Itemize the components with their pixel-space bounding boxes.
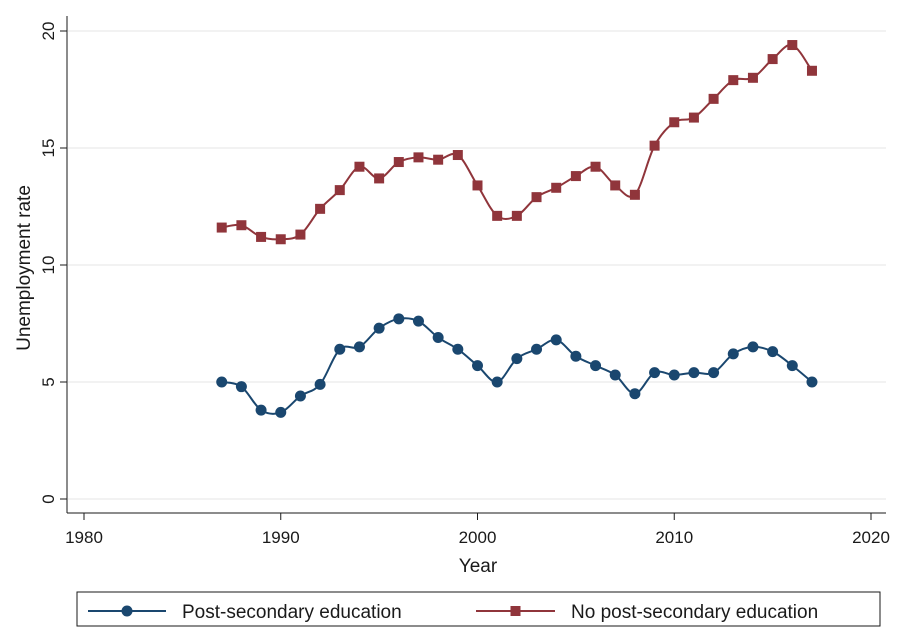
legend-swatch-marker-2 [510, 606, 521, 616]
x-axis-title: Year [459, 556, 498, 577]
series-1-point-1999 [452, 343, 464, 355]
series-2-point-2009 [649, 140, 660, 151]
series-2-point-2005 [570, 171, 581, 182]
series-1-point-2014 [747, 341, 759, 353]
y-tick-label-0: 0 [39, 494, 58, 503]
series-2-point-2004 [551, 182, 562, 193]
x-axis-ticks: 1980 1990 2000 2010 2020 [65, 513, 890, 547]
series-1-point-2007 [609, 369, 621, 381]
series-2-point-1991 [295, 229, 306, 240]
series-2-point-2012 [708, 93, 719, 104]
series-1-point-1993 [334, 343, 346, 355]
series-1-point-2011 [688, 367, 700, 379]
y-tick-label-10: 10 [39, 256, 58, 275]
legend-item-2: No post-secondary education [476, 602, 818, 623]
series-2-point-2014 [747, 72, 758, 83]
series-1-point-1990 [275, 406, 287, 418]
y-tick-label-15: 15 [39, 139, 58, 158]
series-1-point-1992 [314, 378, 326, 390]
series-2-point-1997 [413, 152, 424, 163]
series-2-point-1995 [374, 173, 385, 184]
series-2-point-2000 [472, 180, 483, 191]
series-2-point-2017 [806, 65, 817, 76]
series-2-point-2013 [728, 75, 739, 86]
series-1 [216, 313, 818, 418]
legend-swatch-marker-1 [121, 605, 133, 617]
series-2-point-2010 [669, 117, 680, 128]
series-1-point-2002 [511, 353, 523, 365]
series-2-point-2001 [492, 210, 503, 221]
series-2-point-1992 [315, 203, 326, 214]
x-tick-label-2000: 2000 [459, 528, 497, 547]
series-1-point-2015 [767, 346, 779, 358]
series-2-point-2006 [590, 161, 601, 172]
series-1-point-1991 [294, 390, 306, 402]
legend: Post-secondary education No post-secondar… [76, 591, 881, 627]
series-1-point-2006 [590, 360, 602, 372]
series-1-point-1987 [216, 376, 228, 388]
series-2-point-2003 [531, 192, 542, 203]
series-2-point-1998 [433, 154, 444, 165]
series-group [216, 40, 818, 418]
series-1-point-2010 [668, 369, 680, 381]
x-tick-label-2020: 2020 [852, 528, 890, 547]
series-1-point-1997 [412, 315, 424, 327]
legend-label-2: No post-secondary education [571, 602, 818, 623]
y-axis-title: Unemployment rate [14, 185, 35, 351]
series-2-point-1988 [236, 220, 247, 231]
series-1-point-1995 [373, 322, 385, 334]
series-2-point-2015 [767, 54, 778, 65]
series-2-point-1994 [354, 161, 365, 172]
series-1-point-2005 [570, 350, 582, 362]
series-2-point-1993 [334, 185, 345, 196]
legend-label-1: Post-secondary education [182, 602, 402, 623]
series-2 [216, 40, 817, 245]
series-2-point-1996 [393, 157, 404, 168]
series-1-point-2017 [806, 376, 818, 388]
y-tick-label-20: 20 [39, 22, 58, 41]
gridlines [68, 30, 886, 500]
legend-frame [76, 591, 881, 627]
series-2-point-2011 [688, 112, 699, 123]
series-1-point-2016 [786, 360, 798, 372]
series-1-point-1996 [393, 313, 405, 325]
series-1-point-2004 [550, 334, 562, 346]
series-2-point-2016 [787, 40, 798, 51]
x-tick-label-1980: 1980 [65, 528, 103, 547]
series-2-point-1990 [275, 234, 286, 245]
series-1-point-2013 [727, 348, 739, 360]
series-1-point-1989 [255, 404, 267, 416]
x-tick-label-1990: 1990 [262, 528, 300, 547]
series-1-point-2000 [472, 360, 483, 372]
series-1-point-2009 [649, 367, 661, 379]
series-1-point-1988 [235, 381, 247, 393]
series-1-point-2001 [491, 376, 503, 388]
series-2-point-2002 [511, 210, 522, 221]
series-2-point-1989 [256, 231, 267, 242]
x-tick-label-2010: 2010 [655, 528, 693, 547]
series-2-point-2007 [610, 180, 621, 191]
series-1-point-1998 [432, 332, 444, 344]
series-1-point-2003 [531, 343, 543, 355]
series-2-point-1987 [216, 222, 227, 233]
series-1-point-2012 [708, 367, 720, 379]
series-1-point-1994 [353, 341, 365, 353]
legend-item-1: Post-secondary education [88, 602, 402, 623]
series-1-point-2008 [629, 388, 641, 400]
series-2-point-2008 [629, 189, 640, 200]
y-axis-ticks: 0 5 10 15 20 [39, 22, 67, 504]
y-tick-label-5: 5 [39, 377, 58, 386]
series-2-point-1999 [452, 150, 463, 161]
